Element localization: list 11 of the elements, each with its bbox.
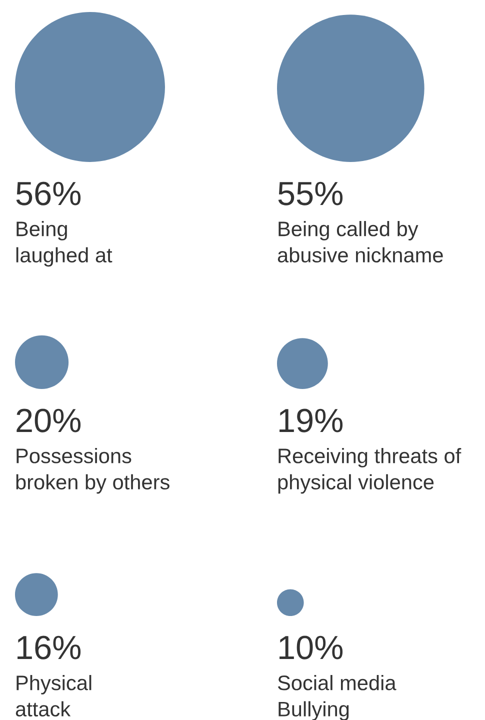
data-label: 20% xyxy=(16,408,81,432)
data-label: 55% xyxy=(278,182,343,206)
category-label: Physical attack xyxy=(16,675,92,717)
data-label: 10% xyxy=(280,636,343,660)
category-label: Receiving threats of physical violence xyxy=(278,448,462,494)
category-label: Being laughed at xyxy=(16,221,112,267)
data-label: 19% xyxy=(280,408,343,432)
data-label: 56% xyxy=(16,182,81,206)
data-label: 16% xyxy=(18,636,81,660)
category-label: Possessions broken by others xyxy=(16,448,170,494)
category-label: Being called by abusive nickname xyxy=(278,221,443,263)
